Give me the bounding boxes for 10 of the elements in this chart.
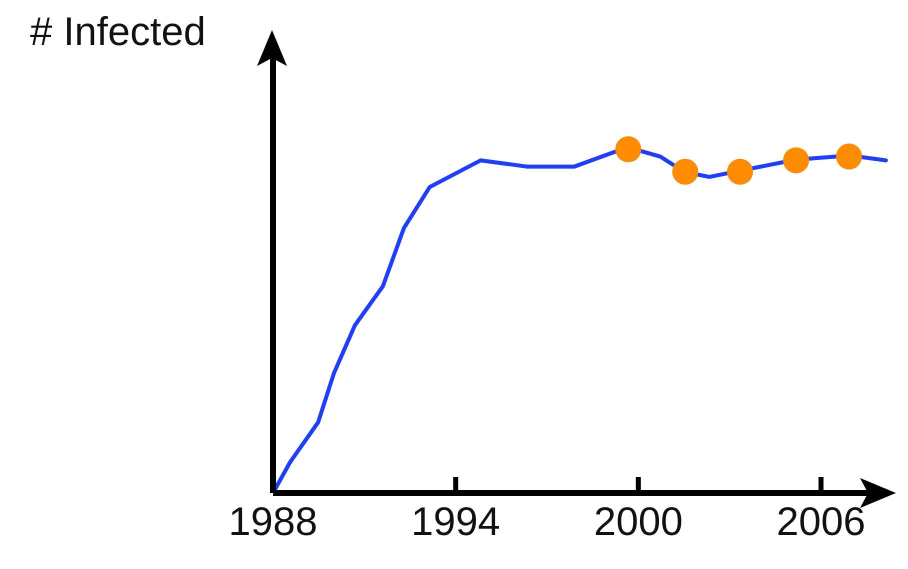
x-tick-label: 2000 — [594, 500, 683, 544]
x-tick-label: 1988 — [228, 500, 318, 544]
point — [672, 158, 698, 185]
point — [615, 136, 642, 162]
x-tick-label: 1994 — [411, 500, 500, 544]
point — [836, 144, 862, 170]
point — [727, 158, 754, 185]
x-tick-label: 2006 — [776, 500, 866, 544]
y-axis-title: # Infected — [30, 10, 206, 55]
point — [783, 147, 810, 174]
